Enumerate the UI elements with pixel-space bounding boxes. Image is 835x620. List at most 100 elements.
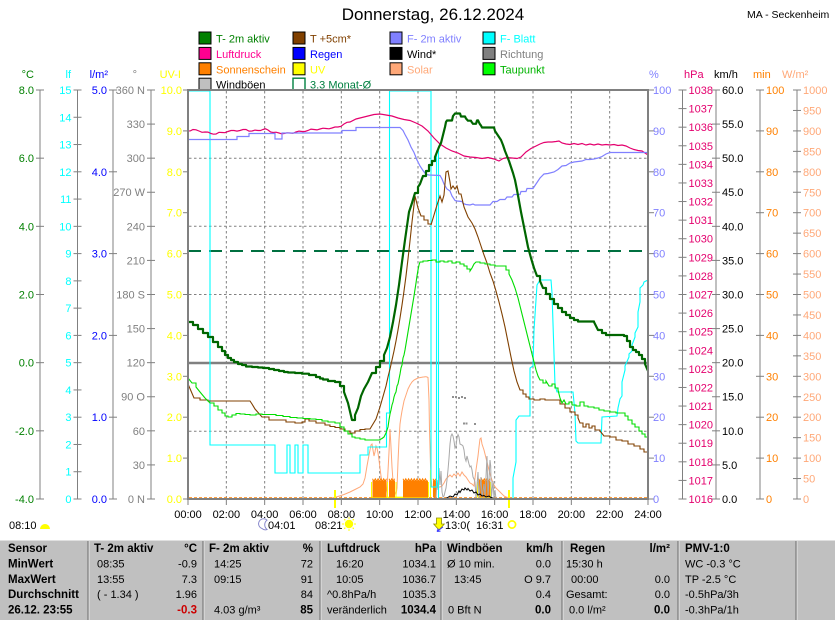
svg-text:Donnerstag, 26.12.2024: Donnerstag, 26.12.2024 bbox=[342, 5, 524, 24]
svg-text:UV-I: UV-I bbox=[160, 69, 181, 81]
svg-text:6: 6 bbox=[65, 330, 71, 342]
svg-text:^0.8hPa/h: ^0.8hPa/h bbox=[327, 589, 376, 601]
svg-text:0.0 l/m²: 0.0 l/m² bbox=[569, 605, 606, 617]
svg-text:1036: 1036 bbox=[689, 122, 713, 134]
svg-text:09:15: 09:15 bbox=[214, 574, 242, 586]
svg-text:F- 2m aktiv: F- 2m aktiv bbox=[407, 34, 462, 46]
svg-text:km/h: km/h bbox=[526, 543, 553, 555]
svg-text:100: 100 bbox=[653, 85, 671, 97]
svg-text:950: 950 bbox=[803, 105, 821, 117]
svg-text:9.0: 9.0 bbox=[167, 126, 182, 138]
svg-text:90 O: 90 O bbox=[121, 392, 145, 404]
svg-text:-0.9: -0.9 bbox=[178, 558, 197, 570]
svg-text:50: 50 bbox=[803, 474, 815, 486]
svg-text:270 W: 270 W bbox=[113, 187, 145, 199]
svg-text:60: 60 bbox=[653, 249, 665, 261]
svg-text:1023: 1023 bbox=[689, 364, 713, 376]
svg-text:0: 0 bbox=[766, 494, 772, 506]
svg-text:F- 2m aktiv: F- 2m aktiv bbox=[209, 543, 270, 555]
svg-text:60: 60 bbox=[766, 249, 778, 261]
svg-text:1036.7: 1036.7 bbox=[402, 574, 436, 586]
svg-text:150: 150 bbox=[803, 433, 821, 445]
svg-text:1030: 1030 bbox=[689, 234, 713, 246]
svg-text:04:01: 04:01 bbox=[268, 520, 296, 532]
svg-text:0.0: 0.0 bbox=[722, 494, 737, 506]
svg-text:1024: 1024 bbox=[689, 345, 713, 357]
svg-text:km/h: km/h bbox=[714, 69, 738, 81]
svg-text:Solar: Solar bbox=[407, 64, 433, 76]
svg-text:1034.4: 1034.4 bbox=[401, 605, 437, 617]
svg-text:0.0: 0.0 bbox=[167, 494, 182, 506]
svg-text:-0.3: -0.3 bbox=[177, 605, 197, 617]
svg-text:Taupunkt: Taupunkt bbox=[500, 64, 545, 76]
svg-text:10:05: 10:05 bbox=[336, 574, 364, 586]
svg-text:00:00: 00:00 bbox=[571, 574, 599, 586]
svg-text:Durchschnitt: Durchschnitt bbox=[8, 589, 79, 601]
svg-text:9: 9 bbox=[65, 249, 71, 261]
svg-text:0: 0 bbox=[653, 494, 659, 506]
svg-text:W/m²: W/m² bbox=[782, 69, 809, 81]
svg-text:30: 30 bbox=[653, 371, 665, 383]
svg-text:72: 72 bbox=[301, 558, 313, 570]
svg-text:0.0: 0.0 bbox=[536, 558, 551, 570]
svg-text:1018: 1018 bbox=[689, 457, 713, 469]
svg-text:330: 330 bbox=[127, 119, 145, 131]
svg-text:20.0: 20.0 bbox=[722, 358, 743, 370]
svg-text:24:00: 24:00 bbox=[634, 509, 662, 521]
svg-text:16:20: 16:20 bbox=[336, 558, 364, 570]
svg-text:4: 4 bbox=[65, 385, 71, 397]
svg-text:1037: 1037 bbox=[689, 104, 713, 116]
svg-text:Sonnenschein: Sonnenschein bbox=[216, 64, 286, 76]
svg-text:12:00: 12:00 bbox=[404, 509, 432, 521]
svg-text:25.0: 25.0 bbox=[722, 324, 743, 336]
svg-text:18:00: 18:00 bbox=[519, 509, 547, 521]
svg-text:300: 300 bbox=[803, 371, 821, 383]
svg-text:%: % bbox=[649, 69, 659, 81]
svg-text:1019: 1019 bbox=[689, 438, 713, 450]
svg-text:°C: °C bbox=[22, 69, 34, 81]
svg-text:30: 30 bbox=[133, 460, 145, 472]
svg-text:900: 900 bbox=[803, 126, 821, 138]
svg-text:WC -0.3 °C: WC -0.3 °C bbox=[685, 558, 741, 570]
svg-text:200: 200 bbox=[803, 412, 821, 424]
svg-text:14: 14 bbox=[59, 112, 71, 124]
svg-text:50: 50 bbox=[766, 290, 778, 302]
svg-text:TP -2.5 °C: TP -2.5 °C bbox=[685, 574, 736, 586]
svg-text:450: 450 bbox=[803, 310, 821, 322]
svg-text:250: 250 bbox=[803, 392, 821, 404]
svg-text:55.0: 55.0 bbox=[722, 119, 743, 131]
svg-text:08:00: 08:00 bbox=[328, 509, 356, 521]
svg-text:600: 600 bbox=[803, 249, 821, 261]
svg-text:02:00: 02:00 bbox=[213, 509, 241, 521]
svg-text:MinWert: MinWert bbox=[8, 558, 53, 570]
svg-text:1025: 1025 bbox=[689, 327, 713, 339]
svg-text:1: 1 bbox=[65, 467, 71, 479]
svg-text:26.12. 23:55: 26.12. 23:55 bbox=[8, 605, 73, 617]
svg-text:240: 240 bbox=[127, 221, 145, 233]
svg-text:Windböen: Windböen bbox=[447, 543, 502, 555]
svg-text:40: 40 bbox=[766, 330, 778, 342]
svg-text:1035.3: 1035.3 bbox=[402, 589, 436, 601]
svg-text:40.0: 40.0 bbox=[722, 221, 743, 233]
svg-text:3: 3 bbox=[65, 412, 71, 424]
svg-text:6.0: 6.0 bbox=[19, 153, 34, 165]
svg-text:100: 100 bbox=[803, 453, 821, 465]
svg-text:800: 800 bbox=[803, 167, 821, 179]
svg-text:1035: 1035 bbox=[689, 141, 713, 153]
svg-text:1029: 1029 bbox=[689, 252, 713, 264]
svg-text:35.0: 35.0 bbox=[722, 255, 743, 267]
svg-text:F- Blatt: F- Blatt bbox=[500, 34, 535, 46]
svg-text:Windböen: Windböen bbox=[216, 80, 266, 92]
svg-text:13:45: 13:45 bbox=[454, 574, 482, 586]
svg-text:MA - Seckenheim: MA - Seckenheim bbox=[747, 9, 830, 21]
svg-text:1.0: 1.0 bbox=[92, 412, 107, 424]
svg-text:1033: 1033 bbox=[689, 178, 713, 190]
svg-text:1.96: 1.96 bbox=[176, 589, 197, 601]
svg-text:400: 400 bbox=[803, 330, 821, 342]
svg-text:30: 30 bbox=[766, 371, 778, 383]
svg-text:0.0: 0.0 bbox=[535, 605, 551, 617]
svg-text:45.0: 45.0 bbox=[722, 187, 743, 199]
svg-text:20: 20 bbox=[766, 412, 778, 424]
svg-text:50.0: 50.0 bbox=[722, 153, 743, 165]
svg-text:-0.3hPa/1h: -0.3hPa/1h bbox=[685, 605, 739, 617]
